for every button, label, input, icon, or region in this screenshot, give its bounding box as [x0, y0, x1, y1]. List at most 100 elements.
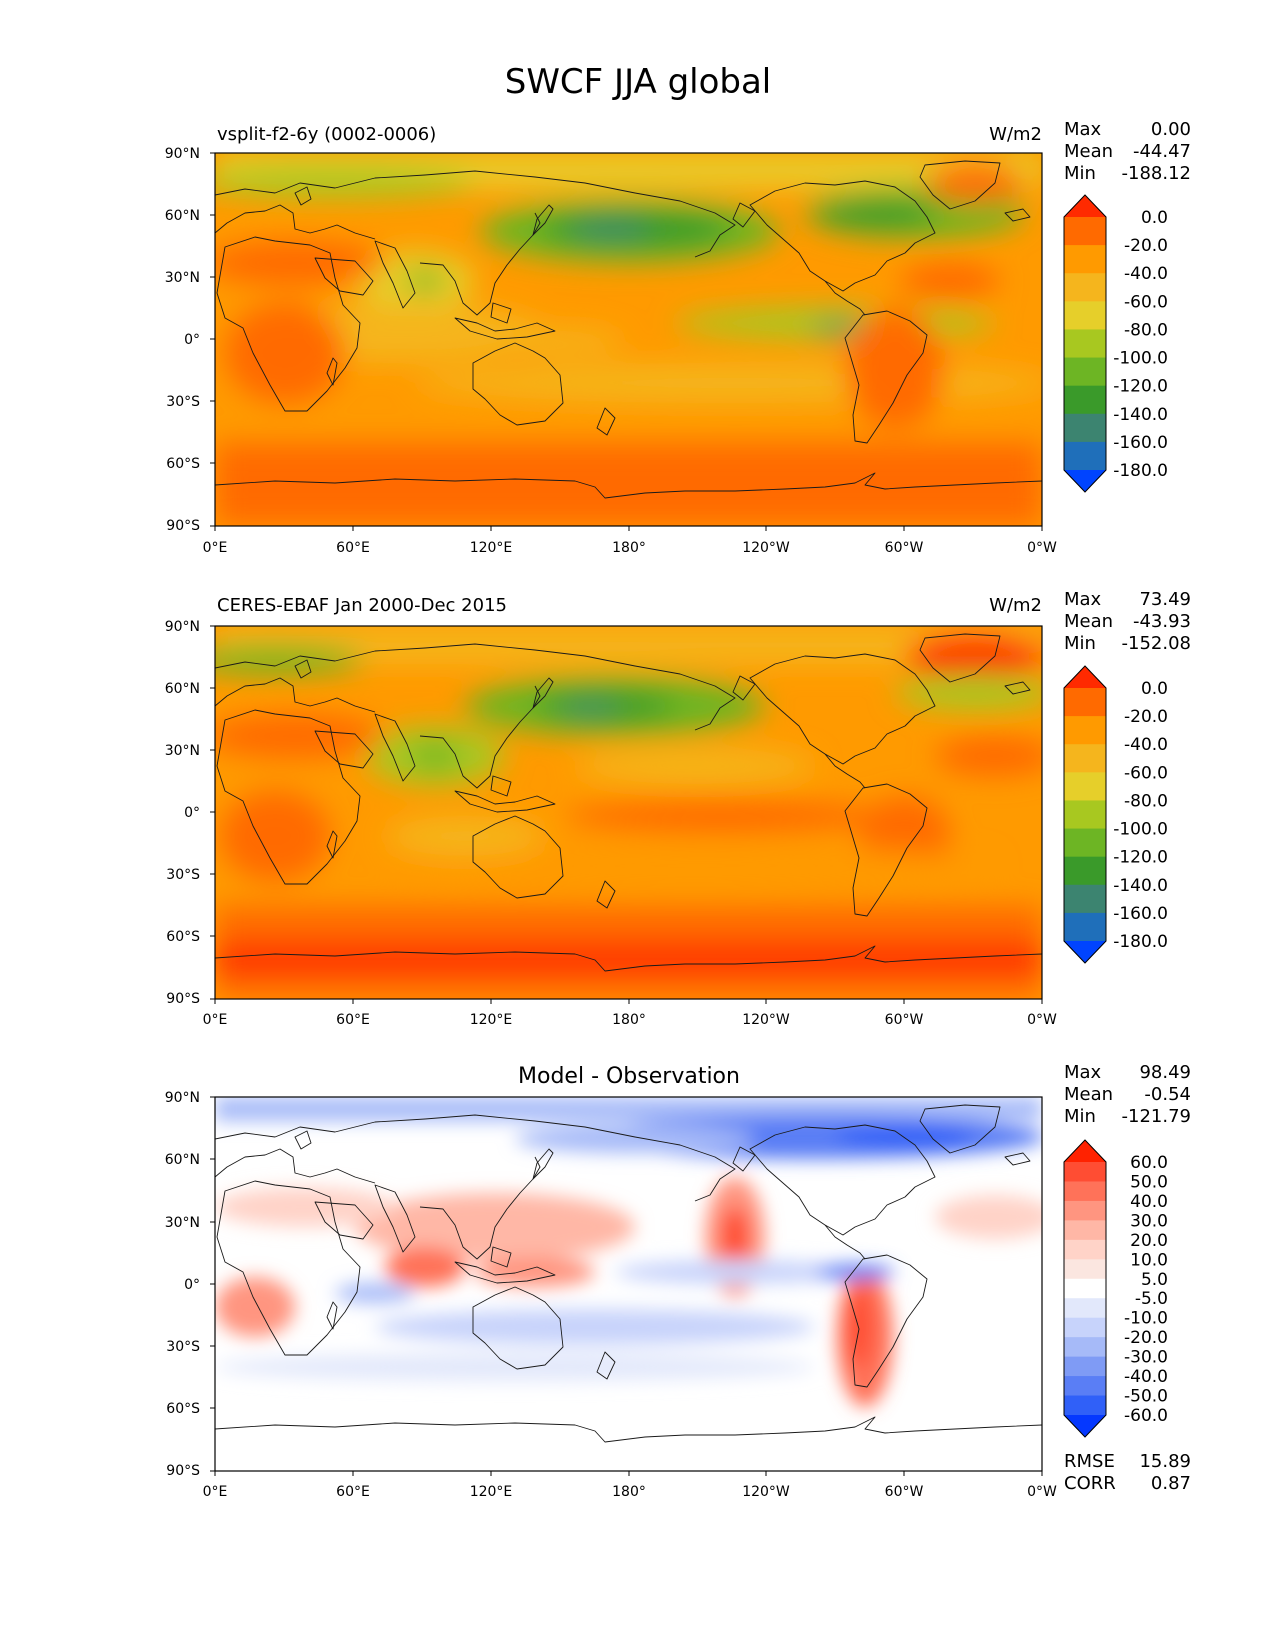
colorbar-segment	[1064, 245, 1106, 274]
lon-tick-label: 60°W	[885, 540, 924, 556]
colorbar-segment	[1064, 800, 1106, 830]
lon-tick-label: 0°W	[1027, 1012, 1057, 1028]
panel-units: W/m2	[989, 124, 1042, 145]
colorbar-extend-min	[1064, 1415, 1106, 1437]
colorbar-segment	[1064, 413, 1106, 443]
lon-tick-label: 0°E	[203, 1012, 228, 1028]
colorbar-tick-label: -160.0	[1113, 904, 1168, 924]
stat-value: 0.00	[1151, 119, 1191, 140]
colorbar-segment	[1064, 912, 1106, 942]
colorbar-tick-label: -50.0	[1124, 1387, 1168, 1407]
lon-axis: 0°E 60°E 120°E 180° 120°W 60°W 0°W	[203, 526, 1057, 556]
stat-value: -43.93	[1133, 611, 1191, 632]
colorbar-segment	[1064, 1181, 1106, 1202]
lon-tick-label: 120°W	[742, 1484, 790, 1500]
lat-tick-label: 30°N	[165, 270, 200, 286]
colorbar-tick-label: 0.0	[1141, 679, 1168, 699]
stat-value: -121.79	[1122, 1106, 1191, 1127]
lon-tick-label: 180°	[612, 1012, 646, 1028]
colorbar-segment	[1064, 1259, 1106, 1280]
colorbar-segment	[1064, 1278, 1106, 1299]
colorbar-segment	[1064, 1337, 1106, 1358]
colorbar-tick-label: -140.0	[1113, 405, 1168, 425]
lat-tick-label: 90°N	[165, 619, 200, 635]
colorbar-segment	[1064, 744, 1106, 773]
colorbar-extend-min	[1064, 941, 1106, 963]
map-field	[215, 1097, 1042, 1471]
lat-tick-label: 90°S	[166, 518, 200, 534]
lat-tick-label: 60°N	[165, 1152, 200, 1168]
panel-units: W/m2	[989, 595, 1042, 616]
colorbar-tick-label: -40.0	[1124, 1367, 1168, 1387]
colorbar-outline	[1063, 1139, 1107, 1438]
colorbar-segment	[1064, 856, 1106, 886]
skill-scores: RMSE 15.89 CORR 0.87	[1064, 1451, 1191, 1494]
colorbar-tick-label: -60.0	[1124, 292, 1168, 312]
stat-value: 98.49	[1139, 1062, 1191, 1083]
stat-label: Mean	[1064, 141, 1113, 162]
colorbar-outline	[1063, 665, 1107, 964]
lon-tick-label: 120°E	[470, 540, 513, 556]
lon-tick-label: 180°	[612, 540, 646, 556]
colorbar-segment	[1064, 441, 1106, 471]
panel-difference: Model - Observation	[165, 1062, 1191, 1500]
panel-observation: CERES-EBAF Jan 2000-Dec 2015 W/m2	[165, 589, 1191, 1028]
stat-label: Mean	[1064, 611, 1113, 632]
colorbar-segment	[1064, 688, 1106, 717]
lat-tick-label: 0°	[184, 805, 200, 821]
figure-title: SWCF JJA global	[505, 62, 772, 102]
colorbar-tick-label: -20.0	[1124, 707, 1168, 727]
map-field	[215, 153, 1042, 526]
stat-value: -0.54	[1144, 1084, 1191, 1105]
colorbar-segment	[1064, 716, 1106, 745]
colorbar-tick-label: -40.0	[1124, 264, 1168, 284]
colorbar-segment	[1064, 273, 1106, 302]
score-value: 0.87	[1151, 1473, 1191, 1494]
lon-tick-label: 120°W	[742, 1012, 790, 1028]
lon-tick-label: 60°W	[885, 1484, 924, 1500]
lon-tick-label: 60°E	[336, 1484, 370, 1500]
lon-axis: 0°E 60°E 120°E 180° 120°W 60°W 0°W	[203, 999, 1057, 1028]
colorbar-tick-label: 10.0	[1130, 1250, 1168, 1270]
lat-axis: 90°N 60°N 30°N 0° 30°S 60°S 90°S	[165, 1090, 215, 1479]
colorbar-tick-label: -120.0	[1113, 377, 1168, 397]
lat-tick-label: 60°S	[166, 456, 200, 472]
lat-tick-label: 30°N	[165, 743, 200, 759]
lon-axis: 0°E 60°E 120°E 180° 120°W 60°W 0°W	[203, 1471, 1057, 1500]
colorbar-segment	[1064, 1376, 1106, 1397]
lon-tick-label: 120°E	[470, 1484, 513, 1500]
colorbar-tick-label: -140.0	[1113, 876, 1168, 896]
lon-tick-label: 180°	[612, 1484, 646, 1500]
stat-value: -188.12	[1122, 163, 1191, 184]
colorbar-segment	[1064, 884, 1106, 914]
colorbar-tick-label: 5.0	[1141, 1270, 1168, 1290]
colorbar-tick-label: 60.0	[1130, 1153, 1168, 1173]
colorbar: 0.0 -20.0 -40.0 -60.0 -80.0 -100.0 -120.0 -140.…	[1063, 194, 1168, 493]
score-label: RMSE	[1064, 1451, 1115, 1472]
colorbar-segment	[1064, 1162, 1106, 1182]
colorbar-segment	[1064, 329, 1106, 359]
stat-label: Max	[1064, 1062, 1102, 1083]
lat-tick-label: 90°S	[166, 991, 200, 1007]
stat-label: Max	[1064, 589, 1102, 610]
colorbar-segment	[1064, 1395, 1106, 1416]
colorbar-tick-label: -60.0	[1124, 1406, 1168, 1426]
lat-tick-label: 60°N	[165, 681, 200, 697]
lat-axis: 90°N 60°N 30°N 0° 30°S 60°S 90°S	[165, 146, 215, 534]
colorbar-segment	[1064, 1200, 1106, 1221]
stats-box: Max 98.49 Mean -0.54 Min -121.79	[1064, 1062, 1191, 1127]
colorbar-segment	[1064, 385, 1106, 415]
lat-tick-label: 60°S	[166, 1401, 200, 1417]
score-value: 15.89	[1139, 1451, 1191, 1472]
panel-model: vsplit-f2-6y (0002-0006) W/m2	[165, 119, 1191, 556]
colorbar-tick-label: -40.0	[1124, 735, 1168, 755]
colorbar-tick-label: 0.0	[1141, 208, 1168, 228]
colorbar-segment	[1064, 1220, 1106, 1241]
panel-left-title: CERES-EBAF Jan 2000-Dec 2015	[217, 595, 507, 616]
colorbar-tick-label: -30.0	[1124, 1348, 1168, 1368]
lon-tick-label: 60°E	[336, 1012, 370, 1028]
colorbar-tick-label: -100.0	[1113, 349, 1168, 369]
colorbar-segment	[1064, 1239, 1106, 1260]
colorbar-segment	[1064, 1317, 1106, 1338]
stats-box: Max 0.00 Mean -44.47 Min -188.12	[1064, 119, 1191, 184]
